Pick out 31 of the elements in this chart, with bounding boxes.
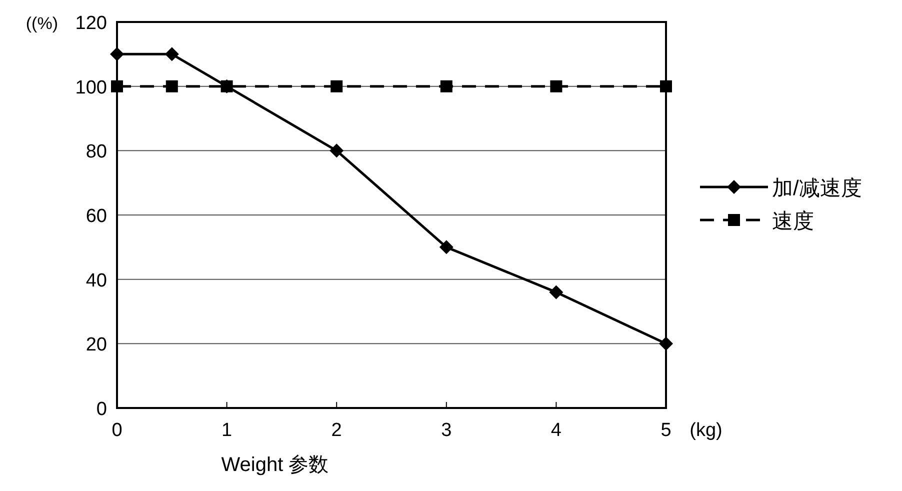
point: [166, 80, 178, 92]
point: [164, 47, 179, 62]
point: [330, 80, 343, 92]
y-tick-label: 100: [75, 77, 107, 98]
point: [110, 47, 124, 62]
x-tick-label: 0: [112, 420, 122, 441]
y-tick-label: 120: [75, 13, 107, 34]
x-tick-label: 2: [331, 420, 342, 441]
x-tick-label: 1: [222, 420, 232, 441]
x-tick-label: 5: [660, 420, 672, 441]
point: [111, 80, 123, 92]
y-tick-label: 60: [86, 206, 107, 227]
point: [220, 80, 233, 92]
point: [659, 336, 673, 351]
point: [439, 240, 454, 254]
y-tick-label: 40: [86, 270, 107, 292]
x-tick-label: 3: [441, 420, 452, 441]
point: [330, 144, 344, 158]
y-tick-label: 0: [96, 399, 107, 420]
point: [549, 285, 564, 300]
legend-label: 速度: [772, 210, 814, 233]
y-axis-title: ((%): [26, 14, 58, 33]
text: (kg): [690, 420, 722, 441]
x-axis-title: Weight 参数: [221, 454, 329, 476]
point: [550, 80, 562, 92]
y-tick-label: 80: [86, 142, 107, 163]
point: [660, 80, 672, 92]
point: [440, 80, 452, 92]
x-tick-label: 4: [550, 420, 562, 441]
legend-label: 加/减速度: [772, 177, 862, 200]
y-tick-label: 20: [86, 334, 107, 356]
